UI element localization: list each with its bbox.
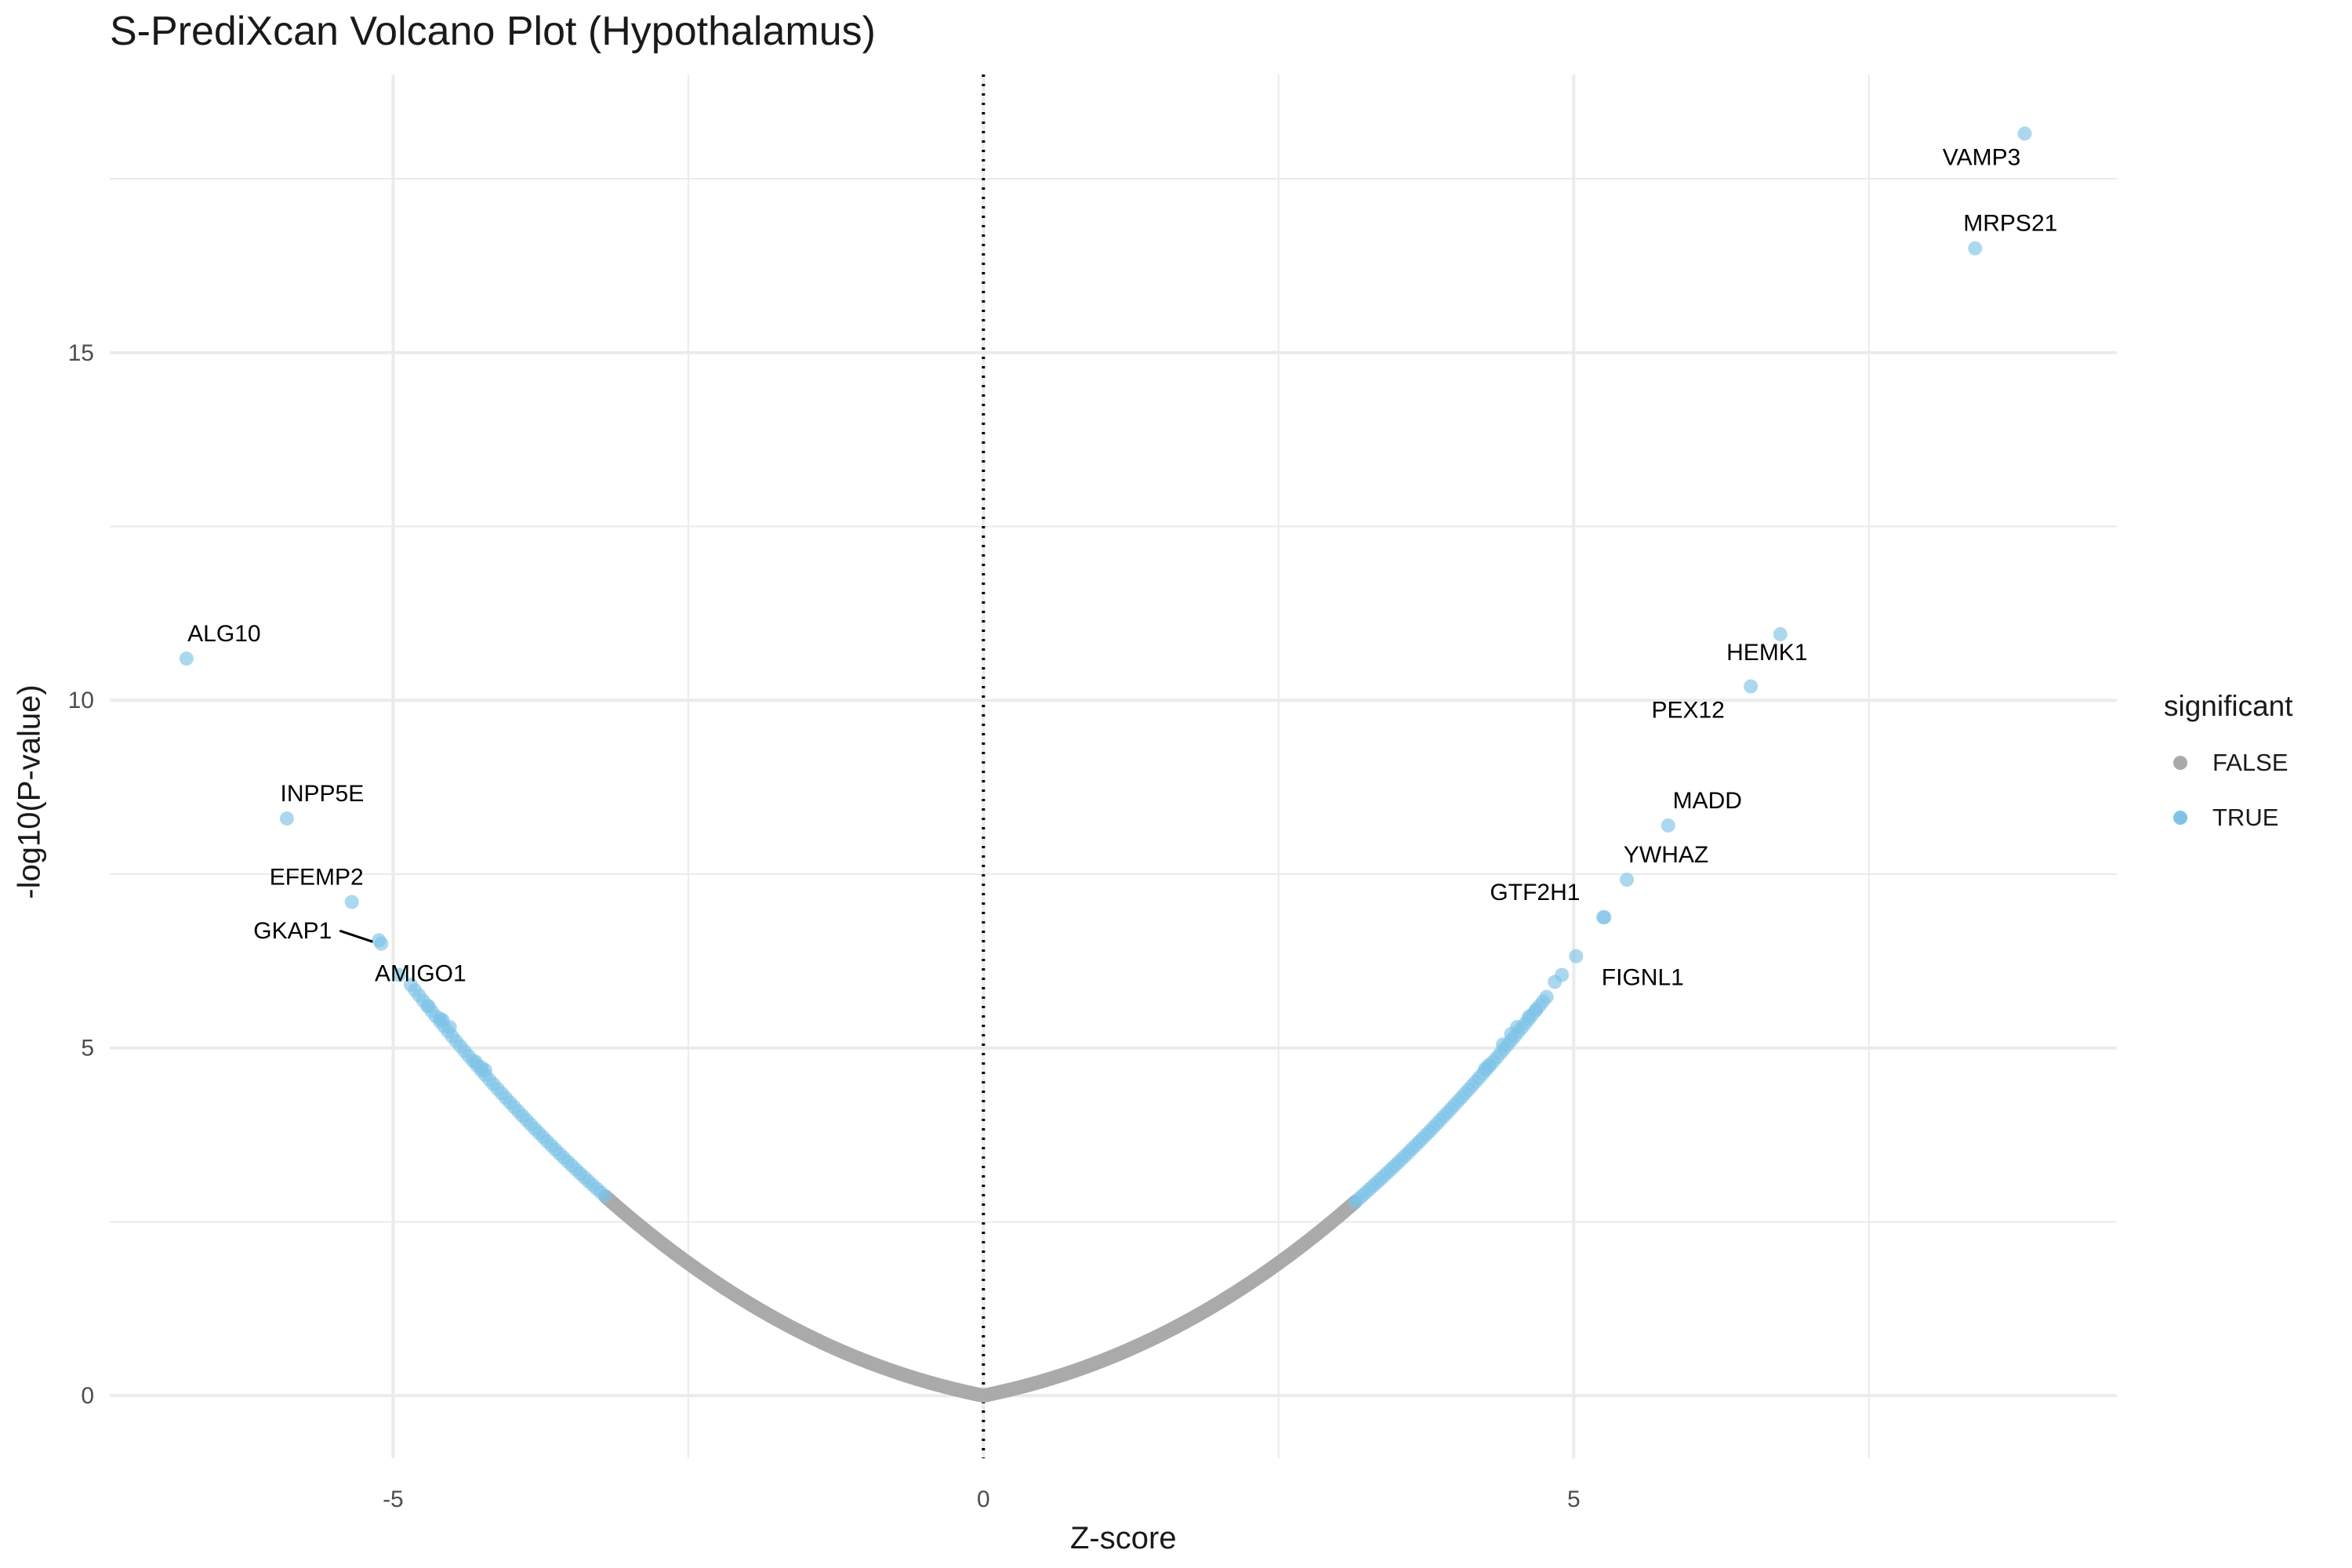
gene-label: VAMP3 [1943, 144, 2020, 170]
legend-item-false: FALSE [2164, 735, 2293, 790]
gene-label: PEX12 [1651, 698, 1724, 724]
gene-label: EFEMP2 [270, 864, 364, 890]
axis-tick-labels: -5 0 5 0 5 10 15 [68, 340, 1581, 1512]
point-labeled [374, 936, 389, 951]
gene-label: GKAP1 [253, 918, 332, 944]
point-true [442, 1020, 457, 1035]
gene-label: GTF2H1 [1490, 880, 1580, 906]
point-true [1548, 975, 1563, 989]
gene-label: INPP5E [281, 781, 365, 807]
point-true [1522, 1009, 1537, 1024]
y-tick-label: 10 [68, 688, 94, 713]
point-true [597, 1189, 612, 1203]
point-true [1478, 1062, 1493, 1076]
gene-label: YWHAZ [1624, 842, 1708, 868]
legend-item-true: TRUE [2164, 790, 2293, 845]
legend-swatch-false [2173, 756, 2187, 770]
point-labeled [2017, 126, 2032, 141]
gene-label: MADD [1673, 788, 1742, 814]
chart-title: S-PrediXcan Volcano Plot (Hypothalamus) [110, 9, 876, 54]
point-labeled [1744, 679, 1759, 694]
y-tick-label: 15 [68, 340, 94, 366]
x-tick-label: 5 [1567, 1486, 1581, 1512]
point-labeled [1569, 949, 1584, 964]
point-labeled [279, 811, 294, 826]
gene-label: HEMK1 [1726, 640, 1807, 666]
gene-label: ALG10 [187, 621, 260, 647]
x-tick-label: -5 [383, 1486, 404, 1512]
y-tick-label: 0 [81, 1383, 94, 1409]
x-axis-label: Z-score [1070, 1521, 1177, 1555]
data-points [179, 126, 2032, 1403]
point-labeled [1595, 909, 1610, 924]
legend-label-true: TRUE [2212, 804, 2279, 831]
point-true [1539, 989, 1554, 1004]
point-labeled [1661, 818, 1675, 833]
point-labeled [1968, 241, 1983, 256]
point-true [391, 967, 406, 982]
y-axis-label: -log10(P-value) [12, 684, 47, 899]
legend: significant FALSE TRUE [2164, 690, 2293, 845]
major-gridlines [110, 74, 2117, 1458]
point-true [477, 1063, 492, 1078]
point-labeled [1773, 626, 1788, 641]
point-true [1504, 1026, 1519, 1041]
gene-label: FIGNL1 [1602, 965, 1684, 991]
point-labeled [179, 652, 194, 666]
point-labeled [344, 895, 359, 909]
point-true [421, 999, 436, 1014]
legend-swatch-true [2173, 811, 2187, 825]
gene-label: MRPS21 [1963, 211, 2057, 237]
gene-labels: VAMP3 MRPS21 HEMK1 PEX12 MADD YWHAZ GTF2H1 FIGN… [187, 144, 2057, 990]
point-true [1495, 1037, 1510, 1052]
x-tick-label: 0 [977, 1486, 990, 1512]
y-tick-label: 5 [81, 1036, 94, 1062]
gene-label: AMIGO1 [375, 961, 466, 987]
legend-label-false: FALSE [2212, 749, 2288, 776]
legend-title: significant [2164, 690, 2293, 722]
point-labeled [1620, 873, 1635, 887]
minor-gridlines [110, 74, 2117, 1458]
gkap1-leader-line [339, 929, 373, 943]
